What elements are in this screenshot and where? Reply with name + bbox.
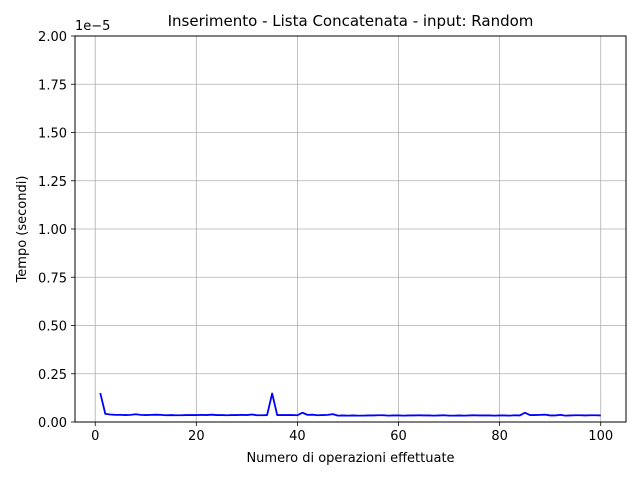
chart-title: Inserimento - Lista Concatenata - input:…: [168, 12, 534, 30]
x-tick-label: 60: [390, 429, 407, 444]
y-tick-label: 1.25: [38, 175, 67, 190]
y-tick-label: 1.50: [38, 127, 67, 142]
y-tick-label: 2.00: [38, 30, 67, 45]
x-tick-label: 80: [491, 429, 508, 444]
x-tick-label: 0: [91, 429, 99, 444]
x-axis-label: Numero di operazioni effettuate: [246, 451, 454, 466]
y-tick-label: 1.00: [38, 223, 67, 238]
y-axis-label: Tempo (secondi): [15, 176, 30, 284]
y-tick-label: 0.75: [38, 271, 67, 286]
x-tick-label: 40: [289, 429, 306, 444]
grid-lines: [75, 35, 626, 423]
y-tick-label: 0.50: [38, 320, 67, 335]
y-tick-label: 1.75: [38, 78, 67, 93]
y-tick-label: 0.25: [38, 368, 67, 383]
data-line: [99, 392, 601, 417]
x-tick-label: 100: [588, 429, 613, 444]
y-axis-offset-text: 1e−5: [75, 19, 110, 34]
y-tick-label: 0.00: [38, 416, 67, 431]
series: [99, 392, 601, 417]
ticks: 0 20 40 60 80 100 0.00 0.25 0.50 0.75 1.00 1.25 1.50…: [38, 30, 613, 444]
x-tick-label: 20: [188, 429, 205, 444]
